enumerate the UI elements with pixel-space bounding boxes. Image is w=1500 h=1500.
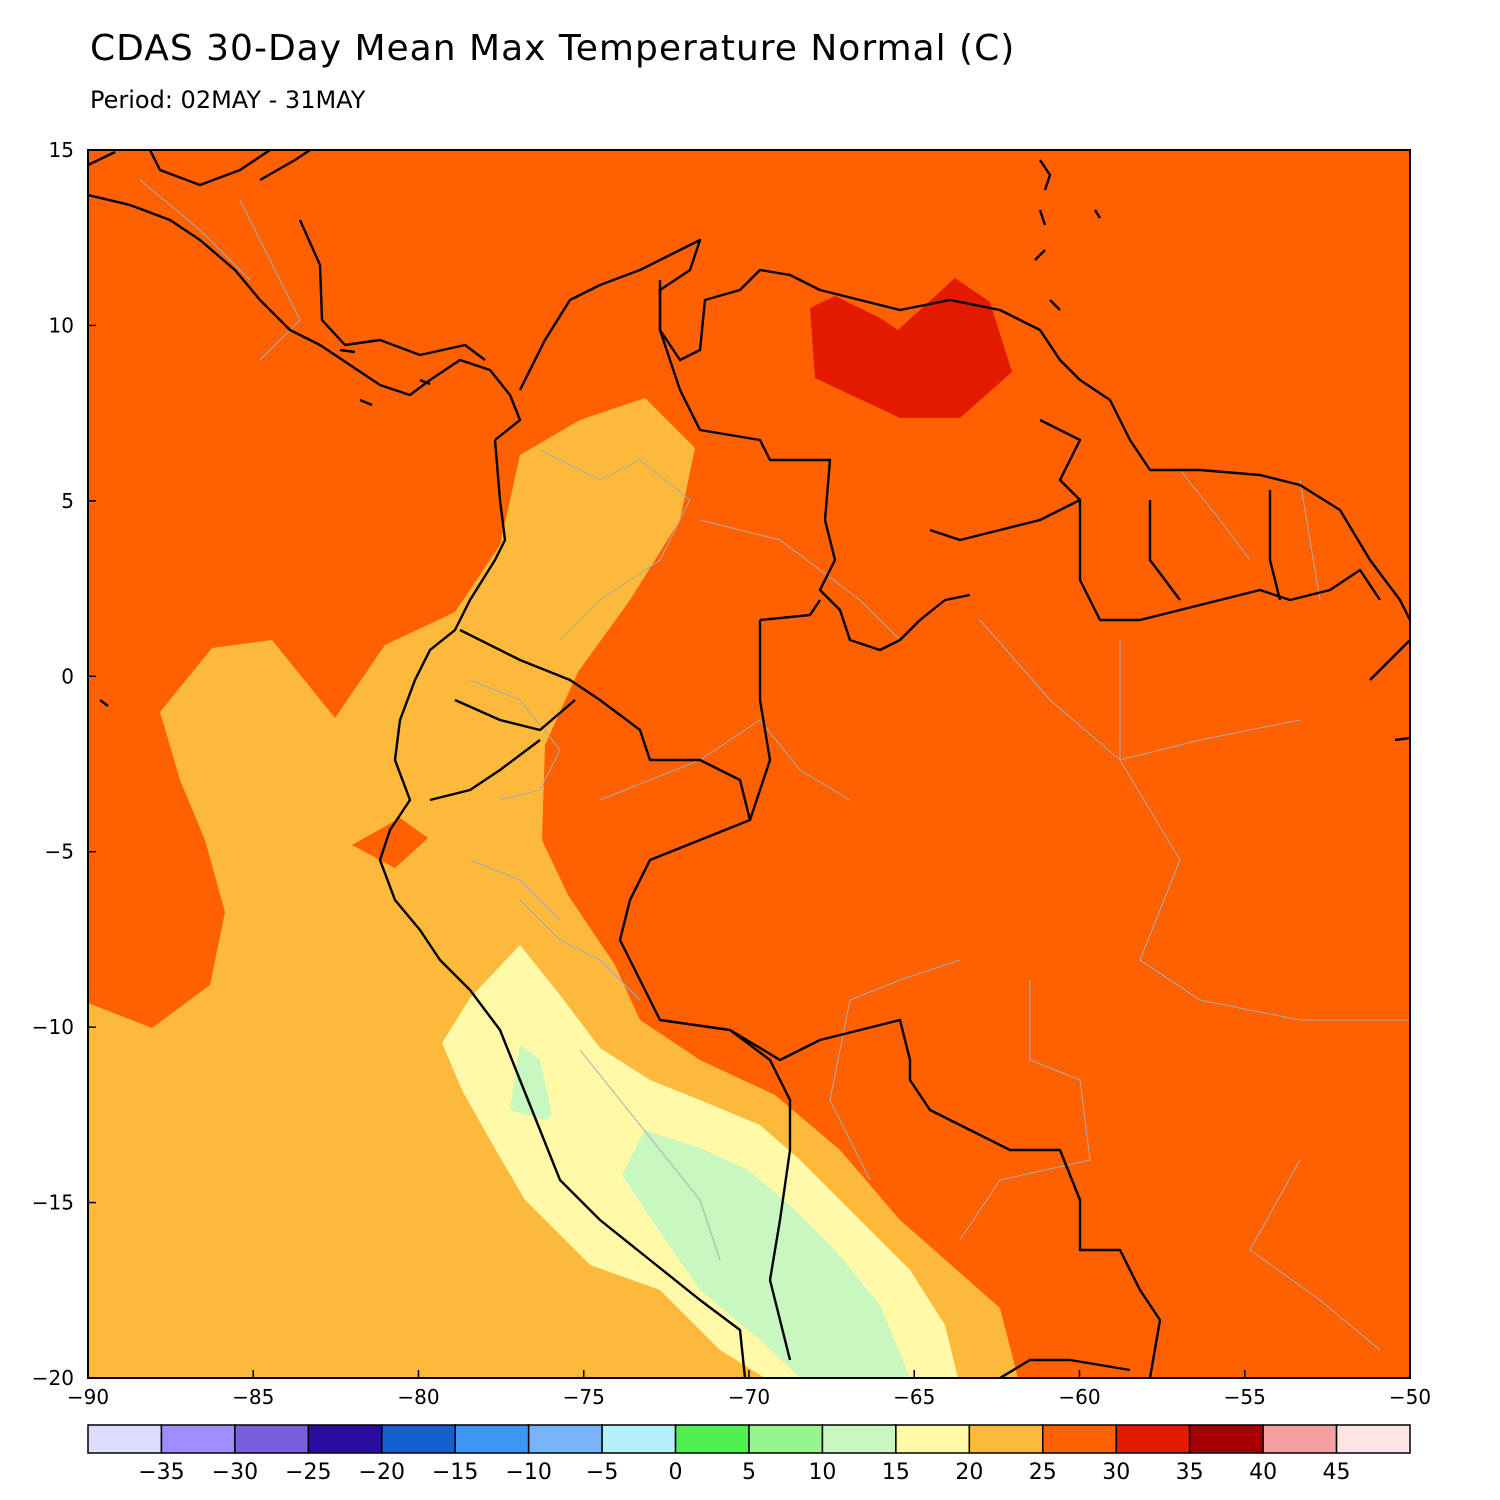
x-tick-label: −50 bbox=[1389, 1385, 1431, 1409]
colorbar-swatch bbox=[87, 1424, 163, 1454]
colorbar-label: −5 bbox=[586, 1460, 618, 1485]
colorbar-label: −15 bbox=[432, 1460, 478, 1485]
colorbar: −35 −30 −25 −20 −15 −10 −5 0 5 10 15 20 25 30 35 40 45 bbox=[87, 1424, 1411, 1485]
colorbar-swatch bbox=[454, 1424, 530, 1454]
colorbar-label: 10 bbox=[808, 1460, 836, 1485]
colorbar-label: 35 bbox=[1176, 1460, 1204, 1485]
colorbar-label: 15 bbox=[882, 1460, 910, 1485]
colorbar-swatch bbox=[968, 1424, 1044, 1454]
colorbar-label: 0 bbox=[669, 1460, 683, 1485]
colorbar-label: 30 bbox=[1102, 1460, 1130, 1485]
colorbar-label: −35 bbox=[138, 1460, 184, 1485]
y-axis: 15 10 5 0 −5 −10 −15 −20 bbox=[32, 138, 96, 1390]
colorbar-swatch bbox=[381, 1424, 456, 1454]
colorbar-swatch bbox=[1335, 1424, 1411, 1454]
colorbar-swatch bbox=[601, 1424, 677, 1454]
x-tick-label: −55 bbox=[1224, 1385, 1266, 1409]
colorbar-swatch bbox=[234, 1424, 310, 1454]
y-tick-label: 5 bbox=[61, 489, 74, 513]
y-tick-label: 15 bbox=[49, 138, 74, 162]
colorbar-swatch bbox=[1188, 1424, 1264, 1454]
map-subtitle: Period: 02MAY - 31MAY bbox=[90, 86, 366, 114]
colorbar-swatch bbox=[1262, 1424, 1338, 1454]
y-tick-label: −20 bbox=[32, 1366, 74, 1390]
fill-35-40 bbox=[810, 278, 1012, 418]
colorbar-label: −25 bbox=[285, 1460, 331, 1485]
colorbar-swatch bbox=[1115, 1424, 1191, 1454]
x-tick-label: −65 bbox=[893, 1385, 935, 1409]
x-tick-label: −85 bbox=[232, 1385, 274, 1409]
colorbar-swatch bbox=[160, 1424, 236, 1454]
colorbar-swatch bbox=[748, 1424, 824, 1454]
x-tick-label: −80 bbox=[397, 1385, 439, 1409]
colorbar-swatch bbox=[307, 1424, 383, 1454]
fill-30-35-patch bbox=[352, 818, 428, 868]
colorbar-label: 20 bbox=[955, 1460, 983, 1485]
colorbar-swatch bbox=[821, 1424, 897, 1454]
colorbar-label: 45 bbox=[1323, 1460, 1351, 1485]
x-tick-label: −75 bbox=[563, 1385, 605, 1409]
colorbar-swatch bbox=[1042, 1424, 1117, 1454]
subdivision-lines bbox=[139, 179, 1410, 1351]
y-tick-label: 0 bbox=[61, 664, 74, 688]
map-title: CDAS 30-Day Mean Max Temperature Normal … bbox=[90, 28, 1016, 69]
y-tick-label: −15 bbox=[32, 1191, 74, 1215]
y-tick-label: −5 bbox=[45, 840, 74, 864]
colorbar-label: −10 bbox=[505, 1460, 551, 1485]
colorbar-swatch bbox=[895, 1424, 971, 1454]
colorbar-swatch bbox=[674, 1424, 750, 1454]
colorbar-label: 25 bbox=[1029, 1460, 1057, 1485]
x-tick-label: −70 bbox=[728, 1385, 770, 1409]
temperature-fill bbox=[88, 150, 1410, 1378]
y-tick-label: −10 bbox=[32, 1015, 74, 1039]
x-axis: −90 −85 −80 −75 −70 −65 −60 −55 −50 bbox=[67, 1370, 1431, 1409]
y-tick-label: 10 bbox=[49, 313, 74, 337]
colorbar-swatch bbox=[527, 1424, 603, 1454]
country-borders bbox=[88, 150, 1410, 1378]
colorbar-label: 40 bbox=[1249, 1460, 1277, 1485]
colorbar-label: −20 bbox=[359, 1460, 405, 1485]
fill-25-30-ocean bbox=[88, 398, 1018, 1378]
x-tick-label: −60 bbox=[1058, 1385, 1100, 1409]
colorbar-label: 5 bbox=[742, 1460, 756, 1485]
x-tick-label: −90 bbox=[67, 1385, 109, 1409]
fill-15-20-small bbox=[510, 1045, 552, 1120]
colorbar-label: −30 bbox=[212, 1460, 258, 1485]
